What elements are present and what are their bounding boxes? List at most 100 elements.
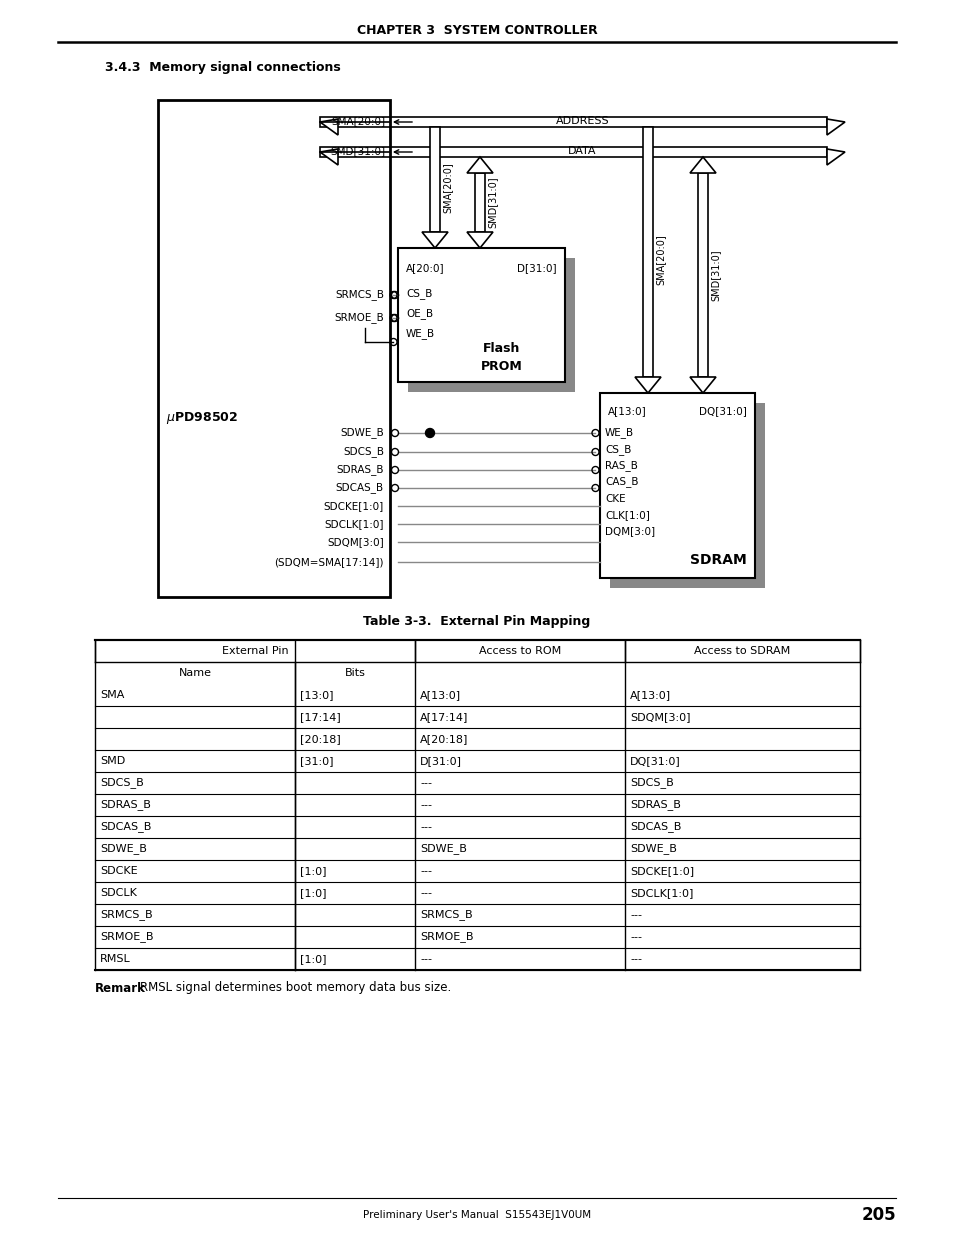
Text: SDCAS_B: SDCAS_B xyxy=(335,483,384,494)
Polygon shape xyxy=(826,149,844,165)
Text: SDRAM: SDRAM xyxy=(690,553,746,567)
Text: SDCKE: SDCKE xyxy=(100,866,137,876)
Polygon shape xyxy=(689,377,716,393)
Bar xyxy=(408,258,575,391)
Text: SDCAS_B: SDCAS_B xyxy=(629,821,680,832)
Text: A[17:14]: A[17:14] xyxy=(419,713,468,722)
Polygon shape xyxy=(635,377,660,393)
Text: SDCKE[1:0]: SDCKE[1:0] xyxy=(323,501,384,511)
Text: SDCAS_B: SDCAS_B xyxy=(100,821,152,832)
Text: PROM: PROM xyxy=(480,359,522,373)
Text: SDCS_B: SDCS_B xyxy=(100,778,144,788)
Text: Remark: Remark xyxy=(95,982,146,994)
Text: DATA: DATA xyxy=(568,146,597,156)
Text: SDCLK[1:0]: SDCLK[1:0] xyxy=(324,519,384,529)
Text: RMSL: RMSL xyxy=(100,953,131,965)
Bar xyxy=(475,173,484,232)
Text: $\mu$PD98502: $\mu$PD98502 xyxy=(166,410,238,426)
Text: SRMCS_B: SRMCS_B xyxy=(419,909,472,920)
Text: RMSL signal determines boot memory data bus size.: RMSL signal determines boot memory data … xyxy=(140,982,451,994)
Text: ---: --- xyxy=(419,823,432,832)
Polygon shape xyxy=(826,119,844,135)
Text: CAS_B: CAS_B xyxy=(604,477,638,488)
Polygon shape xyxy=(421,232,448,248)
Polygon shape xyxy=(319,149,337,165)
Text: RAS_B: RAS_B xyxy=(604,461,638,472)
Text: ---: --- xyxy=(419,888,432,898)
Text: A[20:18]: A[20:18] xyxy=(419,734,468,743)
Polygon shape xyxy=(689,157,716,173)
Text: SMA: SMA xyxy=(100,690,124,700)
Text: SDCS_B: SDCS_B xyxy=(629,778,673,788)
Text: ---: --- xyxy=(419,800,432,810)
Circle shape xyxy=(425,429,434,437)
Text: DQM[3:0]: DQM[3:0] xyxy=(604,526,655,536)
Text: D[31:0]: D[31:0] xyxy=(517,263,557,273)
Text: (SDQM=SMA[17:14]): (SDQM=SMA[17:14]) xyxy=(274,557,384,567)
Text: SRMOE_B: SRMOE_B xyxy=(419,931,473,942)
Text: A[13:0]: A[13:0] xyxy=(629,690,670,700)
Text: ---: --- xyxy=(419,953,432,965)
Text: SRMCS_B: SRMCS_B xyxy=(100,909,152,920)
Text: ---: --- xyxy=(629,953,641,965)
Text: SMA[20:0]: SMA[20:0] xyxy=(332,116,386,126)
Text: SDQM[3:0]: SDQM[3:0] xyxy=(629,713,690,722)
Text: SDCS_B: SDCS_B xyxy=(343,447,384,457)
Text: A[13:0]: A[13:0] xyxy=(607,406,646,416)
Text: DQ[31:0]: DQ[31:0] xyxy=(629,756,680,766)
Text: 205: 205 xyxy=(861,1207,895,1224)
Bar xyxy=(642,127,652,377)
Text: ---: --- xyxy=(629,932,641,942)
Text: SDQM[3:0]: SDQM[3:0] xyxy=(327,537,384,547)
Text: SDRAS_B: SDRAS_B xyxy=(629,799,680,810)
Text: CLK[1:0]: CLK[1:0] xyxy=(604,510,649,520)
Text: [31:0]: [31:0] xyxy=(299,756,334,766)
Text: [13:0]: [13:0] xyxy=(299,690,334,700)
Text: SMD[31:0]: SMD[31:0] xyxy=(486,177,497,228)
Text: SDCLK: SDCLK xyxy=(100,888,136,898)
Text: SRMOE_B: SRMOE_B xyxy=(100,931,153,942)
Text: ---: --- xyxy=(419,778,432,788)
Text: CKE: CKE xyxy=(604,494,625,504)
Text: 3.4.3  Memory signal connections: 3.4.3 Memory signal connections xyxy=(105,62,340,74)
Bar xyxy=(430,127,439,232)
Text: Table 3-3.  External Pin Mapping: Table 3-3. External Pin Mapping xyxy=(363,615,590,629)
Polygon shape xyxy=(319,119,337,135)
Text: CHAPTER 3  SYSTEM CONTROLLER: CHAPTER 3 SYSTEM CONTROLLER xyxy=(356,23,597,37)
Text: Bits: Bits xyxy=(344,668,365,678)
Text: SMA[20:0]: SMA[20:0] xyxy=(441,162,452,212)
Text: SMA[20:0]: SMA[20:0] xyxy=(655,235,664,285)
Text: SDWE_B: SDWE_B xyxy=(629,844,677,855)
Text: ---: --- xyxy=(629,910,641,920)
Text: DQ[31:0]: DQ[31:0] xyxy=(699,406,746,416)
Text: SDRAS_B: SDRAS_B xyxy=(336,464,384,475)
Bar xyxy=(397,248,564,382)
Text: ADDRESS: ADDRESS xyxy=(555,116,609,126)
Text: A[20:0]: A[20:0] xyxy=(406,263,444,273)
Bar xyxy=(599,393,754,578)
Text: D[31:0]: D[31:0] xyxy=(419,756,461,766)
Text: SDCKE[1:0]: SDCKE[1:0] xyxy=(629,866,694,876)
Text: A[13:0]: A[13:0] xyxy=(419,690,460,700)
Text: ---: --- xyxy=(419,866,432,876)
Text: [1:0]: [1:0] xyxy=(299,866,326,876)
Text: WE_B: WE_B xyxy=(406,329,435,340)
Text: External Pin: External Pin xyxy=(221,646,288,656)
Text: [1:0]: [1:0] xyxy=(299,953,326,965)
Text: SDWE_B: SDWE_B xyxy=(419,844,466,855)
Bar xyxy=(698,173,707,377)
Bar xyxy=(319,117,826,127)
Text: SDWE_B: SDWE_B xyxy=(340,427,384,438)
Text: Preliminary User's Manual  S15543EJ1V0UM: Preliminary User's Manual S15543EJ1V0UM xyxy=(362,1210,591,1220)
Text: SRMCS_B: SRMCS_B xyxy=(335,289,384,300)
Text: SMD[31:0]: SMD[31:0] xyxy=(331,146,386,156)
Text: [17:14]: [17:14] xyxy=(299,713,340,722)
Text: [20:18]: [20:18] xyxy=(299,734,340,743)
Text: Access to SDRAM: Access to SDRAM xyxy=(694,646,790,656)
Polygon shape xyxy=(467,157,493,173)
Polygon shape xyxy=(467,232,493,248)
Text: WE_B: WE_B xyxy=(604,427,634,438)
Text: CS_B: CS_B xyxy=(604,445,631,456)
Text: CS_B: CS_B xyxy=(406,289,432,299)
Text: SRMOE_B: SRMOE_B xyxy=(334,312,384,324)
